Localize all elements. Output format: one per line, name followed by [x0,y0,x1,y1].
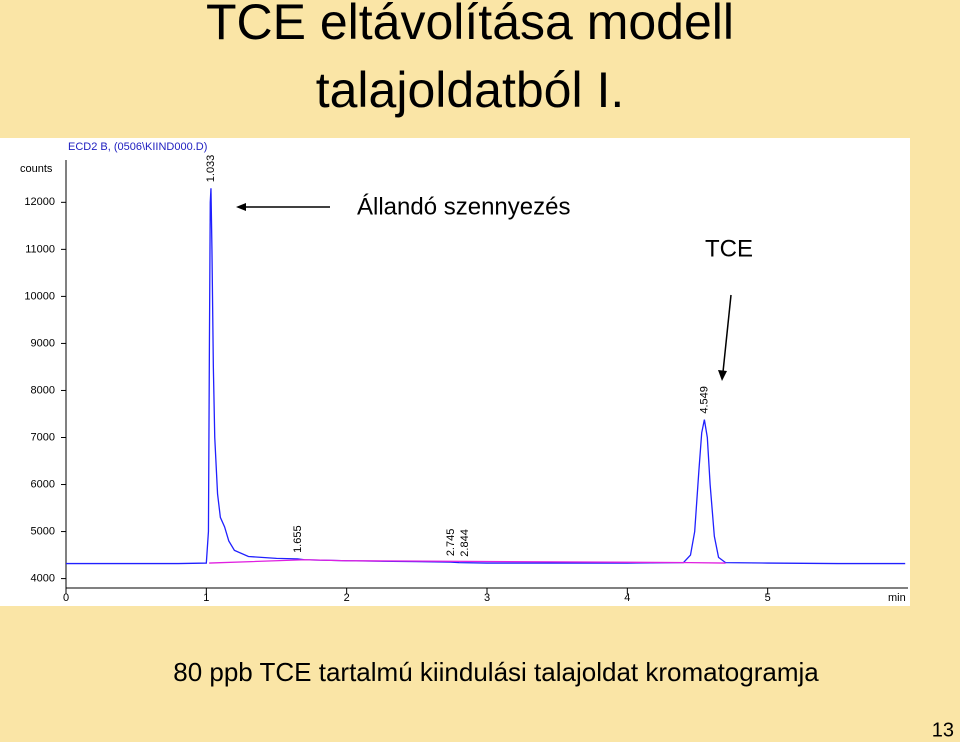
y-axis-label: counts [20,163,53,175]
chart-background [0,138,910,606]
peak-label: 2.745 [445,529,457,557]
y-tick-label: 5000 [31,525,55,537]
y-tick-label: 11000 [25,243,55,255]
arrow-head [718,370,727,381]
y-tick-label: 12000 [24,196,55,208]
caption: 80 ppb TCE tartalmú kiindulási talajolda… [173,657,819,687]
x-tick-label: 0 [63,592,69,604]
peak-label: 2.844 [459,529,471,557]
x-tick-label: 4 [624,592,630,604]
y-tick-label: 9000 [31,337,55,349]
page-number: 13 [932,719,954,741]
annotation: Állandó szennyezés [357,193,570,220]
chart-header: ECD2 B, (0506\KIIND000.D) [68,141,207,153]
peak-label: 4.549 [698,386,710,414]
y-tick-label: 4000 [31,572,55,584]
x-tick-label: 2 [344,592,350,604]
y-tick-label: 8000 [31,384,55,396]
arrow [722,294,732,373]
peak-label: 1.033 [205,155,217,183]
y-tick-label: 6000 [31,478,55,490]
x-tick-label: 5 [765,592,771,604]
x-axis-label: min [888,592,906,604]
slide-title: TCE eltávolítása modell [206,0,734,50]
x-tick-label: 3 [484,592,490,604]
signal-line [209,559,726,564]
peak-label: 1.655 [292,525,304,553]
x-tick-label: 1 [203,592,209,604]
y-tick-label: 7000 [31,431,55,443]
plot: 4000 5000 6000 7000 8000 9000 10000 11000 12000 0… [24,155,908,604]
slide-title: talajoldatból I. [316,62,625,118]
y-tick-label: 10000 [24,290,55,302]
annotation: TCE [705,235,753,262]
arrow-head [236,203,246,211]
